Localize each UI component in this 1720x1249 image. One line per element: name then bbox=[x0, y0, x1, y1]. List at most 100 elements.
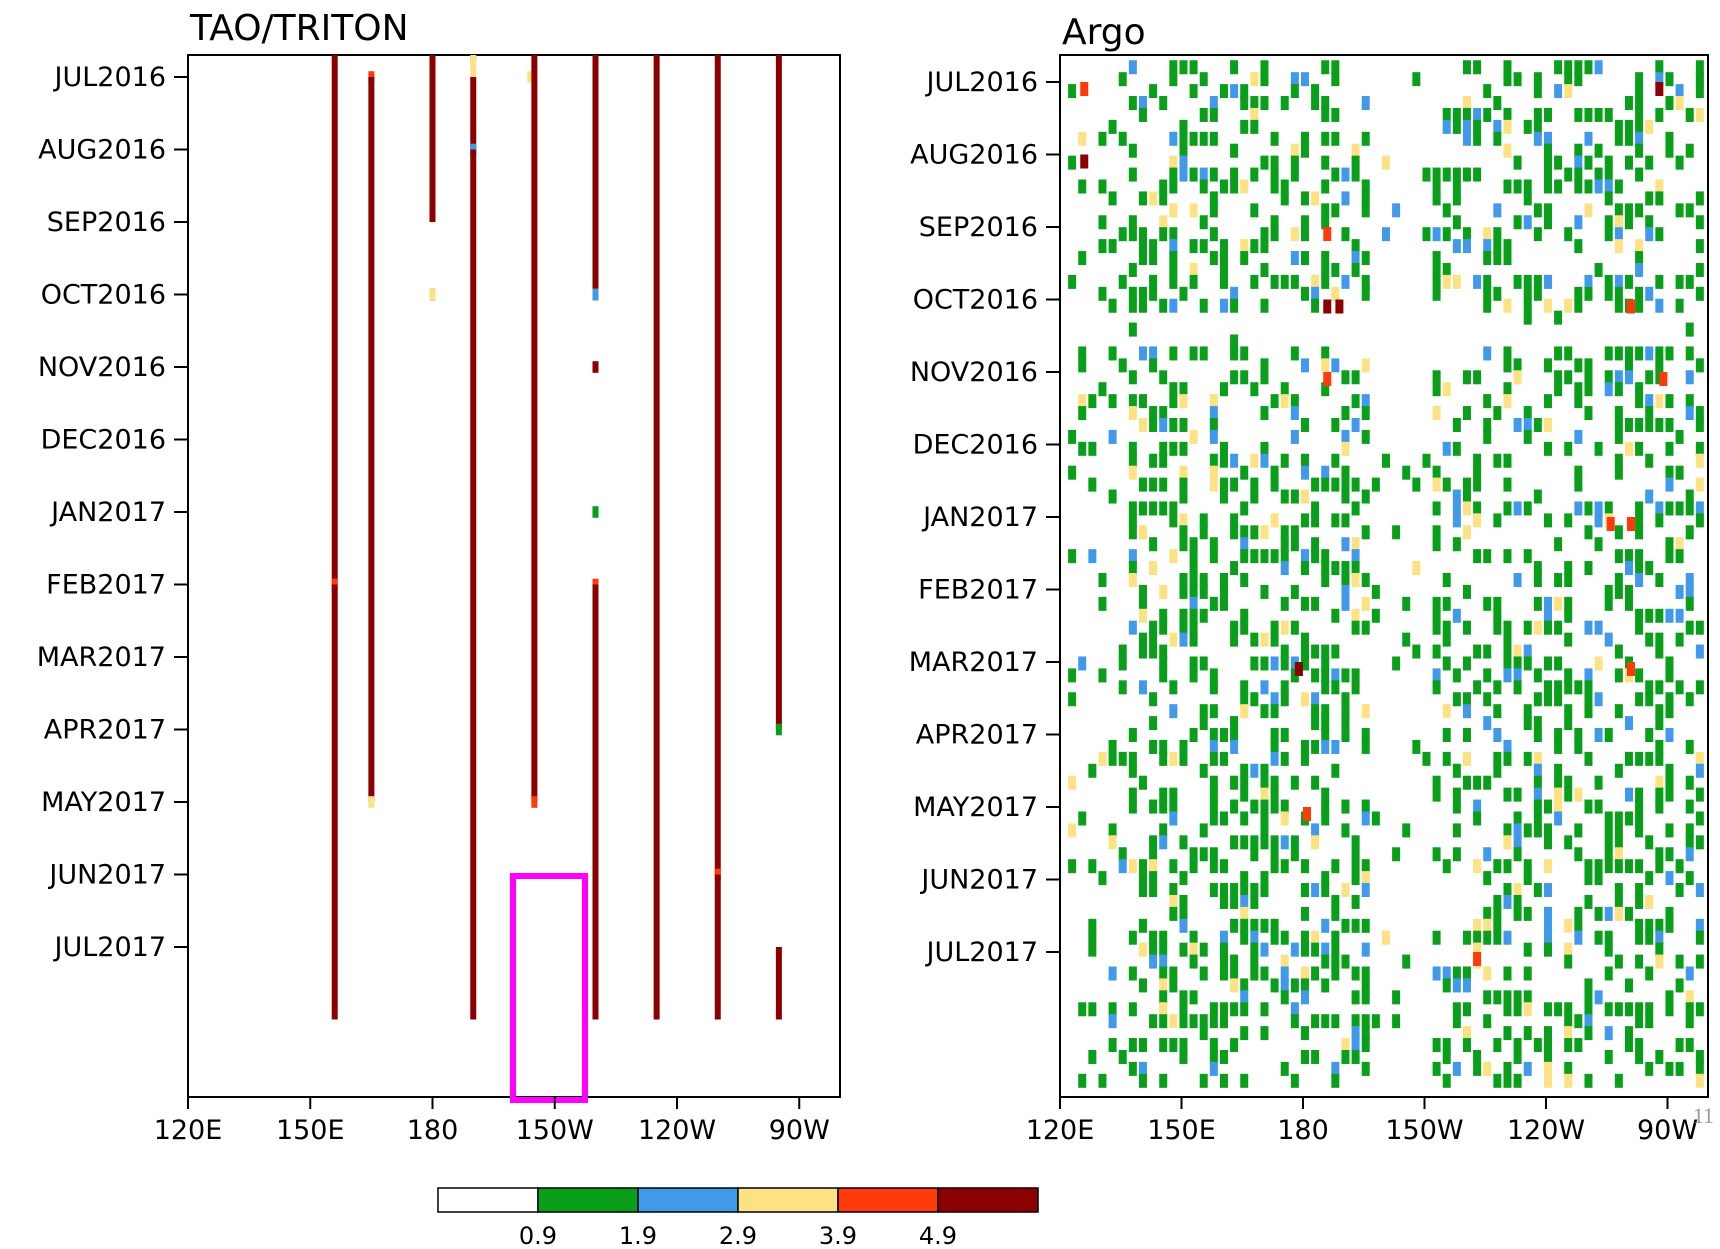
argo-cell bbox=[1554, 787, 1563, 802]
argo-cell bbox=[1321, 799, 1330, 814]
argo-cell bbox=[1665, 704, 1674, 719]
argo-cell bbox=[1584, 978, 1593, 993]
argo-cell bbox=[1341, 728, 1350, 743]
argo-cell bbox=[1462, 525, 1471, 540]
argo-cell bbox=[1635, 751, 1644, 766]
argo-ytick-label: OCT2016 bbox=[913, 285, 1038, 316]
argo-cell bbox=[1483, 274, 1492, 289]
argo-cell bbox=[1695, 513, 1704, 528]
argo-cell bbox=[1321, 656, 1330, 671]
argo-cell bbox=[1604, 1049, 1613, 1064]
argo-cell bbox=[1695, 215, 1704, 230]
argo-cell bbox=[1614, 429, 1623, 444]
argo-cell bbox=[1392, 525, 1401, 540]
tao-y-axis: JUL2016AUG2016SEP2016OCT2016NOV2016DEC20… bbox=[37, 62, 188, 963]
argo-cell bbox=[1604, 227, 1613, 242]
argo-cell bbox=[1493, 990, 1502, 1005]
argo-cell bbox=[1452, 119, 1461, 134]
argo-cell bbox=[1513, 668, 1522, 683]
argo-cell bbox=[1260, 239, 1269, 254]
argo-cell bbox=[1351, 859, 1360, 874]
argo-cell bbox=[1452, 441, 1461, 456]
argo-cell bbox=[1574, 60, 1583, 75]
argo-cell bbox=[1068, 823, 1077, 838]
argo-cell bbox=[1402, 465, 1411, 480]
argo-cell bbox=[1108, 966, 1117, 981]
argo-cell bbox=[1564, 1026, 1573, 1041]
argo-cell bbox=[1199, 107, 1208, 122]
argo-cell bbox=[1523, 823, 1532, 838]
argo-cell bbox=[1351, 1049, 1360, 1064]
argo-cell bbox=[1159, 1002, 1168, 1017]
argo-cell bbox=[1543, 930, 1552, 945]
argo-cell bbox=[1240, 346, 1249, 361]
argo-cell bbox=[1685, 501, 1694, 516]
argo-cell bbox=[1564, 680, 1573, 695]
argo-cell bbox=[1300, 489, 1309, 504]
argo-cell bbox=[1493, 680, 1502, 695]
argo-cell bbox=[1068, 274, 1077, 289]
argo-cell bbox=[1230, 954, 1239, 969]
argo-cell bbox=[1574, 394, 1583, 409]
argo-cell bbox=[1635, 251, 1644, 266]
argo-cell bbox=[1462, 1026, 1471, 1041]
argo-cell bbox=[1179, 584, 1188, 599]
argo-cell bbox=[1523, 298, 1532, 313]
argo-cell bbox=[1179, 525, 1188, 540]
argo-cell bbox=[1493, 906, 1502, 921]
argo-cell bbox=[1452, 966, 1461, 981]
argo-cell bbox=[1169, 274, 1178, 289]
tao-record-segment bbox=[368, 77, 375, 802]
argo-cell bbox=[1088, 1049, 1097, 1064]
argo-cell bbox=[1341, 716, 1350, 731]
argo-cell bbox=[1270, 274, 1279, 289]
argo-cell bbox=[1543, 107, 1552, 122]
argo-cell bbox=[1361, 489, 1370, 504]
argo-cell bbox=[1695, 930, 1704, 945]
argo-cell bbox=[1300, 906, 1309, 921]
argo-cell bbox=[1341, 274, 1350, 289]
argo-cell bbox=[1473, 811, 1482, 826]
argo-cell bbox=[1635, 525, 1644, 540]
argo-cell bbox=[1361, 286, 1370, 301]
argo-cell bbox=[1331, 107, 1340, 122]
colorbar-swatch bbox=[837, 1187, 939, 1213]
argo-cell bbox=[1655, 680, 1664, 695]
argo-cell bbox=[1604, 811, 1613, 826]
argo-cell bbox=[1240, 680, 1249, 695]
argo-cell bbox=[1493, 227, 1502, 242]
tao-ytick-label: NOV2016 bbox=[38, 352, 166, 383]
argo-cell bbox=[1614, 382, 1623, 397]
argo-cell bbox=[1331, 1014, 1340, 1029]
argo-cell bbox=[1311, 477, 1320, 492]
argo-cell bbox=[1655, 930, 1664, 945]
argo-cell bbox=[1341, 1038, 1350, 1053]
argo-cell bbox=[1554, 656, 1563, 671]
argo-cell bbox=[1685, 835, 1694, 850]
argo-cell bbox=[1655, 847, 1664, 862]
argo-cell bbox=[1169, 131, 1178, 146]
argo-cell bbox=[1695, 1061, 1704, 1076]
argo-cell bbox=[1604, 632, 1613, 647]
argo-cell bbox=[1594, 906, 1603, 921]
argo-cell bbox=[1361, 1038, 1370, 1053]
argo-cell bbox=[1665, 656, 1674, 671]
argo-cell bbox=[1533, 763, 1542, 778]
argo-cell bbox=[1230, 477, 1239, 492]
argo-cell bbox=[1523, 656, 1532, 671]
argo-cell bbox=[1574, 930, 1583, 945]
argo-cell bbox=[1179, 835, 1188, 850]
argo-cell bbox=[1179, 489, 1188, 504]
argo-cell bbox=[1128, 763, 1137, 778]
argo-cell bbox=[1624, 751, 1633, 766]
argo-cell bbox=[1240, 978, 1249, 993]
argo-cell bbox=[1290, 978, 1299, 993]
argo-cell bbox=[1645, 632, 1654, 647]
argo-cell bbox=[1635, 549, 1644, 564]
argo-cell bbox=[1159, 417, 1168, 432]
argo-cell bbox=[1179, 942, 1188, 957]
argo-cell bbox=[1209, 191, 1218, 206]
argo-cell bbox=[1442, 620, 1451, 635]
argo-cell bbox=[1240, 1026, 1249, 1041]
argo-cell bbox=[1088, 1002, 1097, 1017]
